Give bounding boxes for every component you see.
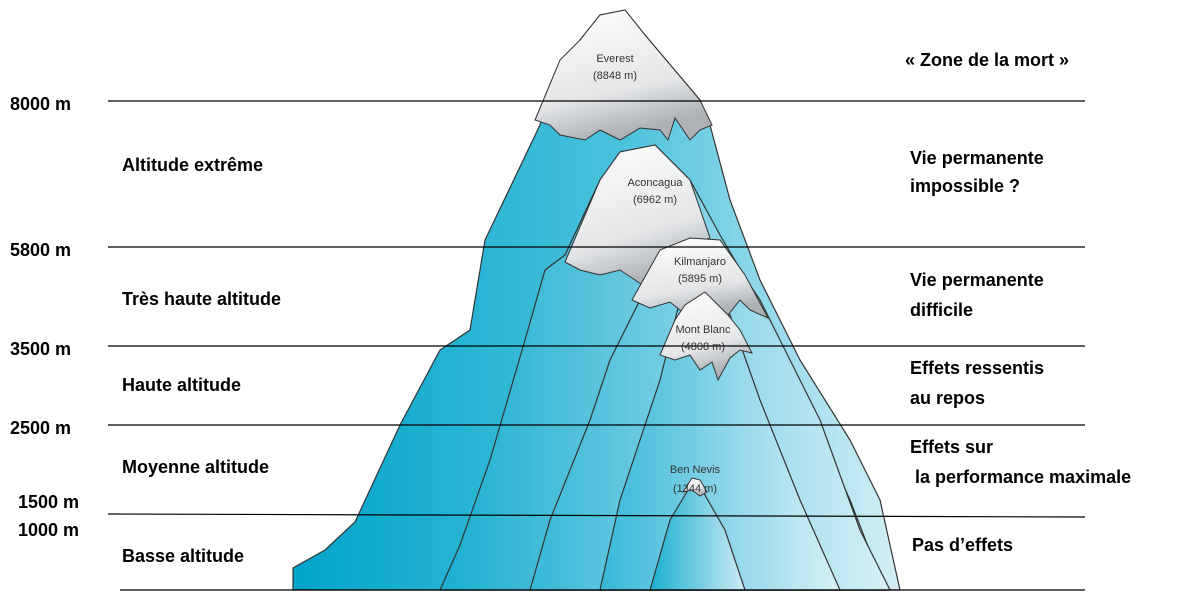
peak-name: Mont Blanc (675, 324, 731, 336)
peak-height: (1344 m) (673, 483, 717, 495)
peak-height: (5895 m) (678, 273, 722, 285)
peak-height: (8848 m) (593, 70, 637, 82)
zone-labels: Altitude extrême Très haute altitude Hau… (122, 155, 281, 566)
altitude-label: 8000 m (10, 94, 71, 114)
altitude-label: 1000 m (18, 520, 79, 540)
peak-name: Kilmanjaro (674, 256, 726, 268)
altitude-label: 3500 m (10, 339, 71, 359)
kilimanjaro-snow (631, 237, 770, 320)
mont-blanc-snow (659, 291, 753, 382)
altitude-label: 1500 m (18, 492, 79, 512)
zone-label: Altitude extrême (122, 155, 263, 175)
effect-label: Vie permanente (910, 148, 1044, 168)
peak-name: Ben Nevis (670, 464, 721, 476)
altitude-label: 5800 m (10, 240, 71, 260)
everest-snow (534, 9, 713, 142)
peak-labels: Everest (8848 m) Aconcagua (6962 m) Kilm… (593, 53, 731, 495)
effect-label: impossible ? (910, 176, 1020, 196)
peak-height: (4808 m) (681, 341, 725, 353)
effect-label: au repos (910, 388, 985, 408)
ben-nevis-snow (681, 477, 708, 497)
effect-label: la performance maximale (915, 467, 1131, 487)
zone-label: Haute altitude (122, 375, 241, 395)
zone-label: Très haute altitude (122, 289, 281, 309)
altitude-line (107, 513, 1086, 518)
effect-label: Effets ressentis (910, 358, 1044, 378)
altitude-label: 2500 m (10, 418, 71, 438)
mountains (292, 9, 901, 591)
peak-name: Aconcagua (627, 177, 683, 189)
effect-label: Pas d’effets (912, 535, 1013, 555)
altitude-labels: 8000 m 5800 m 3500 m 2500 m 1500 m 1000 … (10, 94, 79, 540)
effect-labels: « Zone de la mort » Vie permanente impos… (905, 50, 1131, 555)
altitude-lines (107, 100, 1086, 591)
peak-height: (6962 m) (633, 194, 677, 206)
effect-label: Vie permanente (910, 270, 1044, 290)
zone-label: Moyenne altitude (122, 457, 269, 477)
zone-label: Basse altitude (122, 546, 244, 566)
peak-name: Everest (596, 53, 633, 65)
effect-label: « Zone de la mort » (905, 50, 1069, 70)
effect-label: difficile (910, 300, 973, 320)
effect-label: Effets sur (910, 437, 993, 457)
